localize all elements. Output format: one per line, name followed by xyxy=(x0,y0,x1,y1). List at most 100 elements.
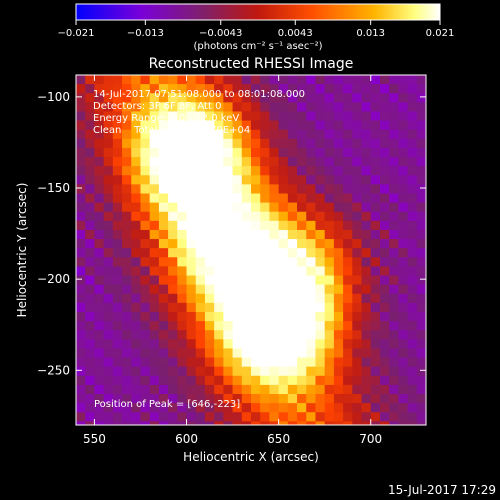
heatmap-cell xyxy=(122,184,132,195)
heatmap-cell xyxy=(287,384,298,395)
heatmap-cell xyxy=(343,157,353,167)
heatmap-cell xyxy=(269,84,280,94)
heatmap-cell xyxy=(112,184,123,195)
heatmap-cell xyxy=(168,102,178,113)
heatmap-cell xyxy=(389,202,399,213)
heatmap-cell xyxy=(251,293,261,304)
heatmap-cell xyxy=(361,330,372,341)
heatmap-cell xyxy=(223,211,234,222)
heatmap-cell xyxy=(195,357,206,368)
heatmap-cell xyxy=(407,138,418,149)
heatmap-cell xyxy=(85,229,96,240)
heatmap-cell xyxy=(306,284,317,295)
heatmap-cell xyxy=(379,84,390,94)
heatmap-cell xyxy=(324,266,335,277)
heatmap-cell xyxy=(324,102,335,113)
heatmap-cell xyxy=(241,138,252,149)
heatmap-cell xyxy=(112,293,123,304)
heatmap-cell xyxy=(297,257,307,268)
heatmap-cell xyxy=(251,357,261,368)
heatmap-cell xyxy=(112,193,123,204)
heatmap-cell xyxy=(177,102,188,113)
heatmap-cell xyxy=(195,330,206,341)
heatmap-cell xyxy=(177,248,188,258)
heatmap-cell xyxy=(214,330,224,341)
heatmap-cell xyxy=(140,129,151,140)
heatmap-cell xyxy=(287,403,298,413)
heatmap-cell xyxy=(168,211,178,222)
heatmap-cell xyxy=(122,147,132,158)
heatmap-cell xyxy=(407,394,418,404)
heatmap-cell xyxy=(370,302,381,313)
heatmap-cell xyxy=(278,157,289,167)
heatmap-cell xyxy=(407,348,418,359)
heatmap-cell xyxy=(389,321,399,331)
heatmap-cell xyxy=(168,403,178,413)
heatmap-cell xyxy=(94,75,105,85)
heatmap-cell xyxy=(297,293,307,304)
heatmap-cell xyxy=(232,302,243,313)
heatmap-cell xyxy=(297,375,307,386)
heatmap-cell xyxy=(343,211,353,222)
heatmap-cell xyxy=(122,120,132,131)
heatmap-cell xyxy=(306,311,317,322)
heatmap-cell xyxy=(269,211,280,222)
heatmap-cell xyxy=(370,421,381,425)
heatmap-cell xyxy=(168,202,178,213)
heatmap-cell xyxy=(232,239,243,249)
heatmap-cell xyxy=(168,284,178,295)
heatmap-cell xyxy=(407,257,418,268)
heatmap-cell xyxy=(223,348,234,359)
heatmap-cell xyxy=(416,384,426,395)
heatmap-cell xyxy=(407,166,418,176)
heatmap-cell xyxy=(315,339,326,350)
heatmap-cell xyxy=(278,239,289,249)
heatmap-cell xyxy=(186,84,197,94)
heatmap-cell xyxy=(131,75,142,85)
heatmap-cell xyxy=(214,321,224,331)
heatmap-cell xyxy=(112,330,123,341)
heatmap-cell xyxy=(287,220,298,231)
heatmap-cell xyxy=(232,93,243,104)
heatmap-cell xyxy=(85,166,96,176)
heatmap-cell xyxy=(204,421,215,425)
heatmap-cell xyxy=(306,339,317,350)
heatmap-cell xyxy=(407,220,418,231)
heatmap-cell xyxy=(94,248,105,258)
heatmap-cell xyxy=(315,384,326,395)
heatmap-cell xyxy=(416,75,426,85)
heatmap-cell xyxy=(407,375,418,386)
heatmap-cell xyxy=(269,202,280,213)
heatmap-cell xyxy=(251,184,261,195)
heatmap-cell xyxy=(177,184,188,195)
heatmap-cell xyxy=(94,375,105,386)
heatmap-cell xyxy=(168,321,178,331)
heatmap-cell xyxy=(287,293,298,304)
heatmap-cell xyxy=(76,166,86,176)
heatmap-cell xyxy=(168,248,178,258)
heatmap-cell xyxy=(204,339,215,350)
heatmap-cell xyxy=(278,147,289,158)
heatmap-cell xyxy=(306,257,317,268)
heatmap-cell xyxy=(370,357,381,368)
heatmap-cell xyxy=(398,93,409,104)
heatmap-cell xyxy=(232,166,243,176)
heatmap-cell xyxy=(370,184,381,195)
heatmap-cell xyxy=(389,184,399,195)
heatmap-cell xyxy=(343,357,353,368)
heatmap-cell xyxy=(352,330,363,341)
colorbar-tick-label: −0.013 xyxy=(127,28,164,39)
heatmap-cell xyxy=(287,202,298,213)
heatmap-cell xyxy=(389,129,399,140)
heatmap-cell xyxy=(186,138,197,149)
heatmap-cell xyxy=(103,321,114,331)
heatmap-cell xyxy=(76,102,86,113)
heatmap-cell xyxy=(278,129,289,140)
heatmap-cell xyxy=(76,412,86,423)
heatmap-cell xyxy=(186,175,197,186)
footer-timestamp: 15-Jul-2017 17:29 xyxy=(388,483,496,497)
heatmap-cell xyxy=(158,257,169,268)
heatmap-cell xyxy=(85,384,96,395)
heatmap-cell xyxy=(398,266,409,277)
heatmap-cell xyxy=(278,366,289,377)
